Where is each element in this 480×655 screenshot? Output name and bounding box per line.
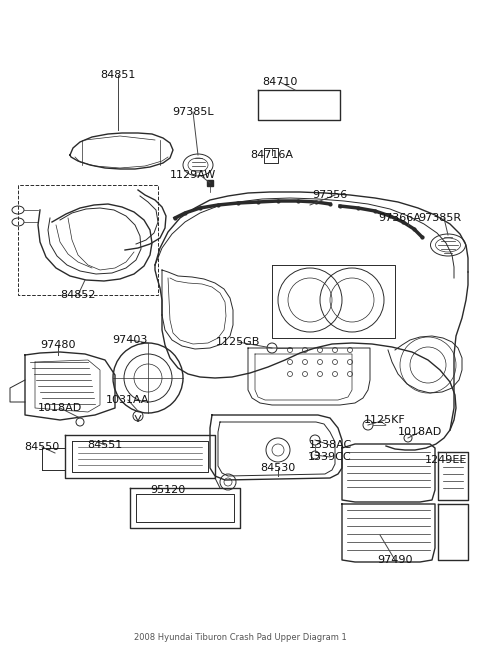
- Text: 97385R: 97385R: [419, 213, 462, 223]
- Text: 1125KF: 1125KF: [364, 415, 406, 425]
- Text: 97490: 97490: [377, 555, 413, 565]
- Text: 97385L: 97385L: [172, 107, 214, 117]
- Text: 97356: 97356: [312, 190, 348, 200]
- Text: 1018AD: 1018AD: [38, 403, 82, 413]
- Text: 84716A: 84716A: [251, 150, 293, 160]
- Text: 1031AA: 1031AA: [106, 395, 150, 405]
- Text: 97366A: 97366A: [379, 213, 421, 223]
- Text: 97480: 97480: [40, 340, 76, 350]
- Text: 1018AD: 1018AD: [398, 427, 442, 437]
- Text: 1339CC: 1339CC: [308, 452, 352, 462]
- Text: 84851: 84851: [100, 70, 136, 80]
- Text: 84710: 84710: [262, 77, 298, 87]
- Text: 95120: 95120: [150, 485, 186, 495]
- Text: 84852: 84852: [60, 290, 96, 300]
- Text: 84550: 84550: [24, 442, 60, 452]
- Text: 1249EE: 1249EE: [425, 455, 467, 465]
- Text: 1125GB: 1125GB: [216, 337, 260, 347]
- Text: 1129AW: 1129AW: [170, 170, 216, 180]
- Text: 84530: 84530: [260, 463, 296, 473]
- Text: 2008 Hyundai Tiburon Crash Pad Upper Diagram 1: 2008 Hyundai Tiburon Crash Pad Upper Dia…: [133, 633, 347, 643]
- Text: 97403: 97403: [112, 335, 148, 345]
- Text: 1338AC: 1338AC: [308, 440, 352, 450]
- Text: 84551: 84551: [87, 440, 122, 450]
